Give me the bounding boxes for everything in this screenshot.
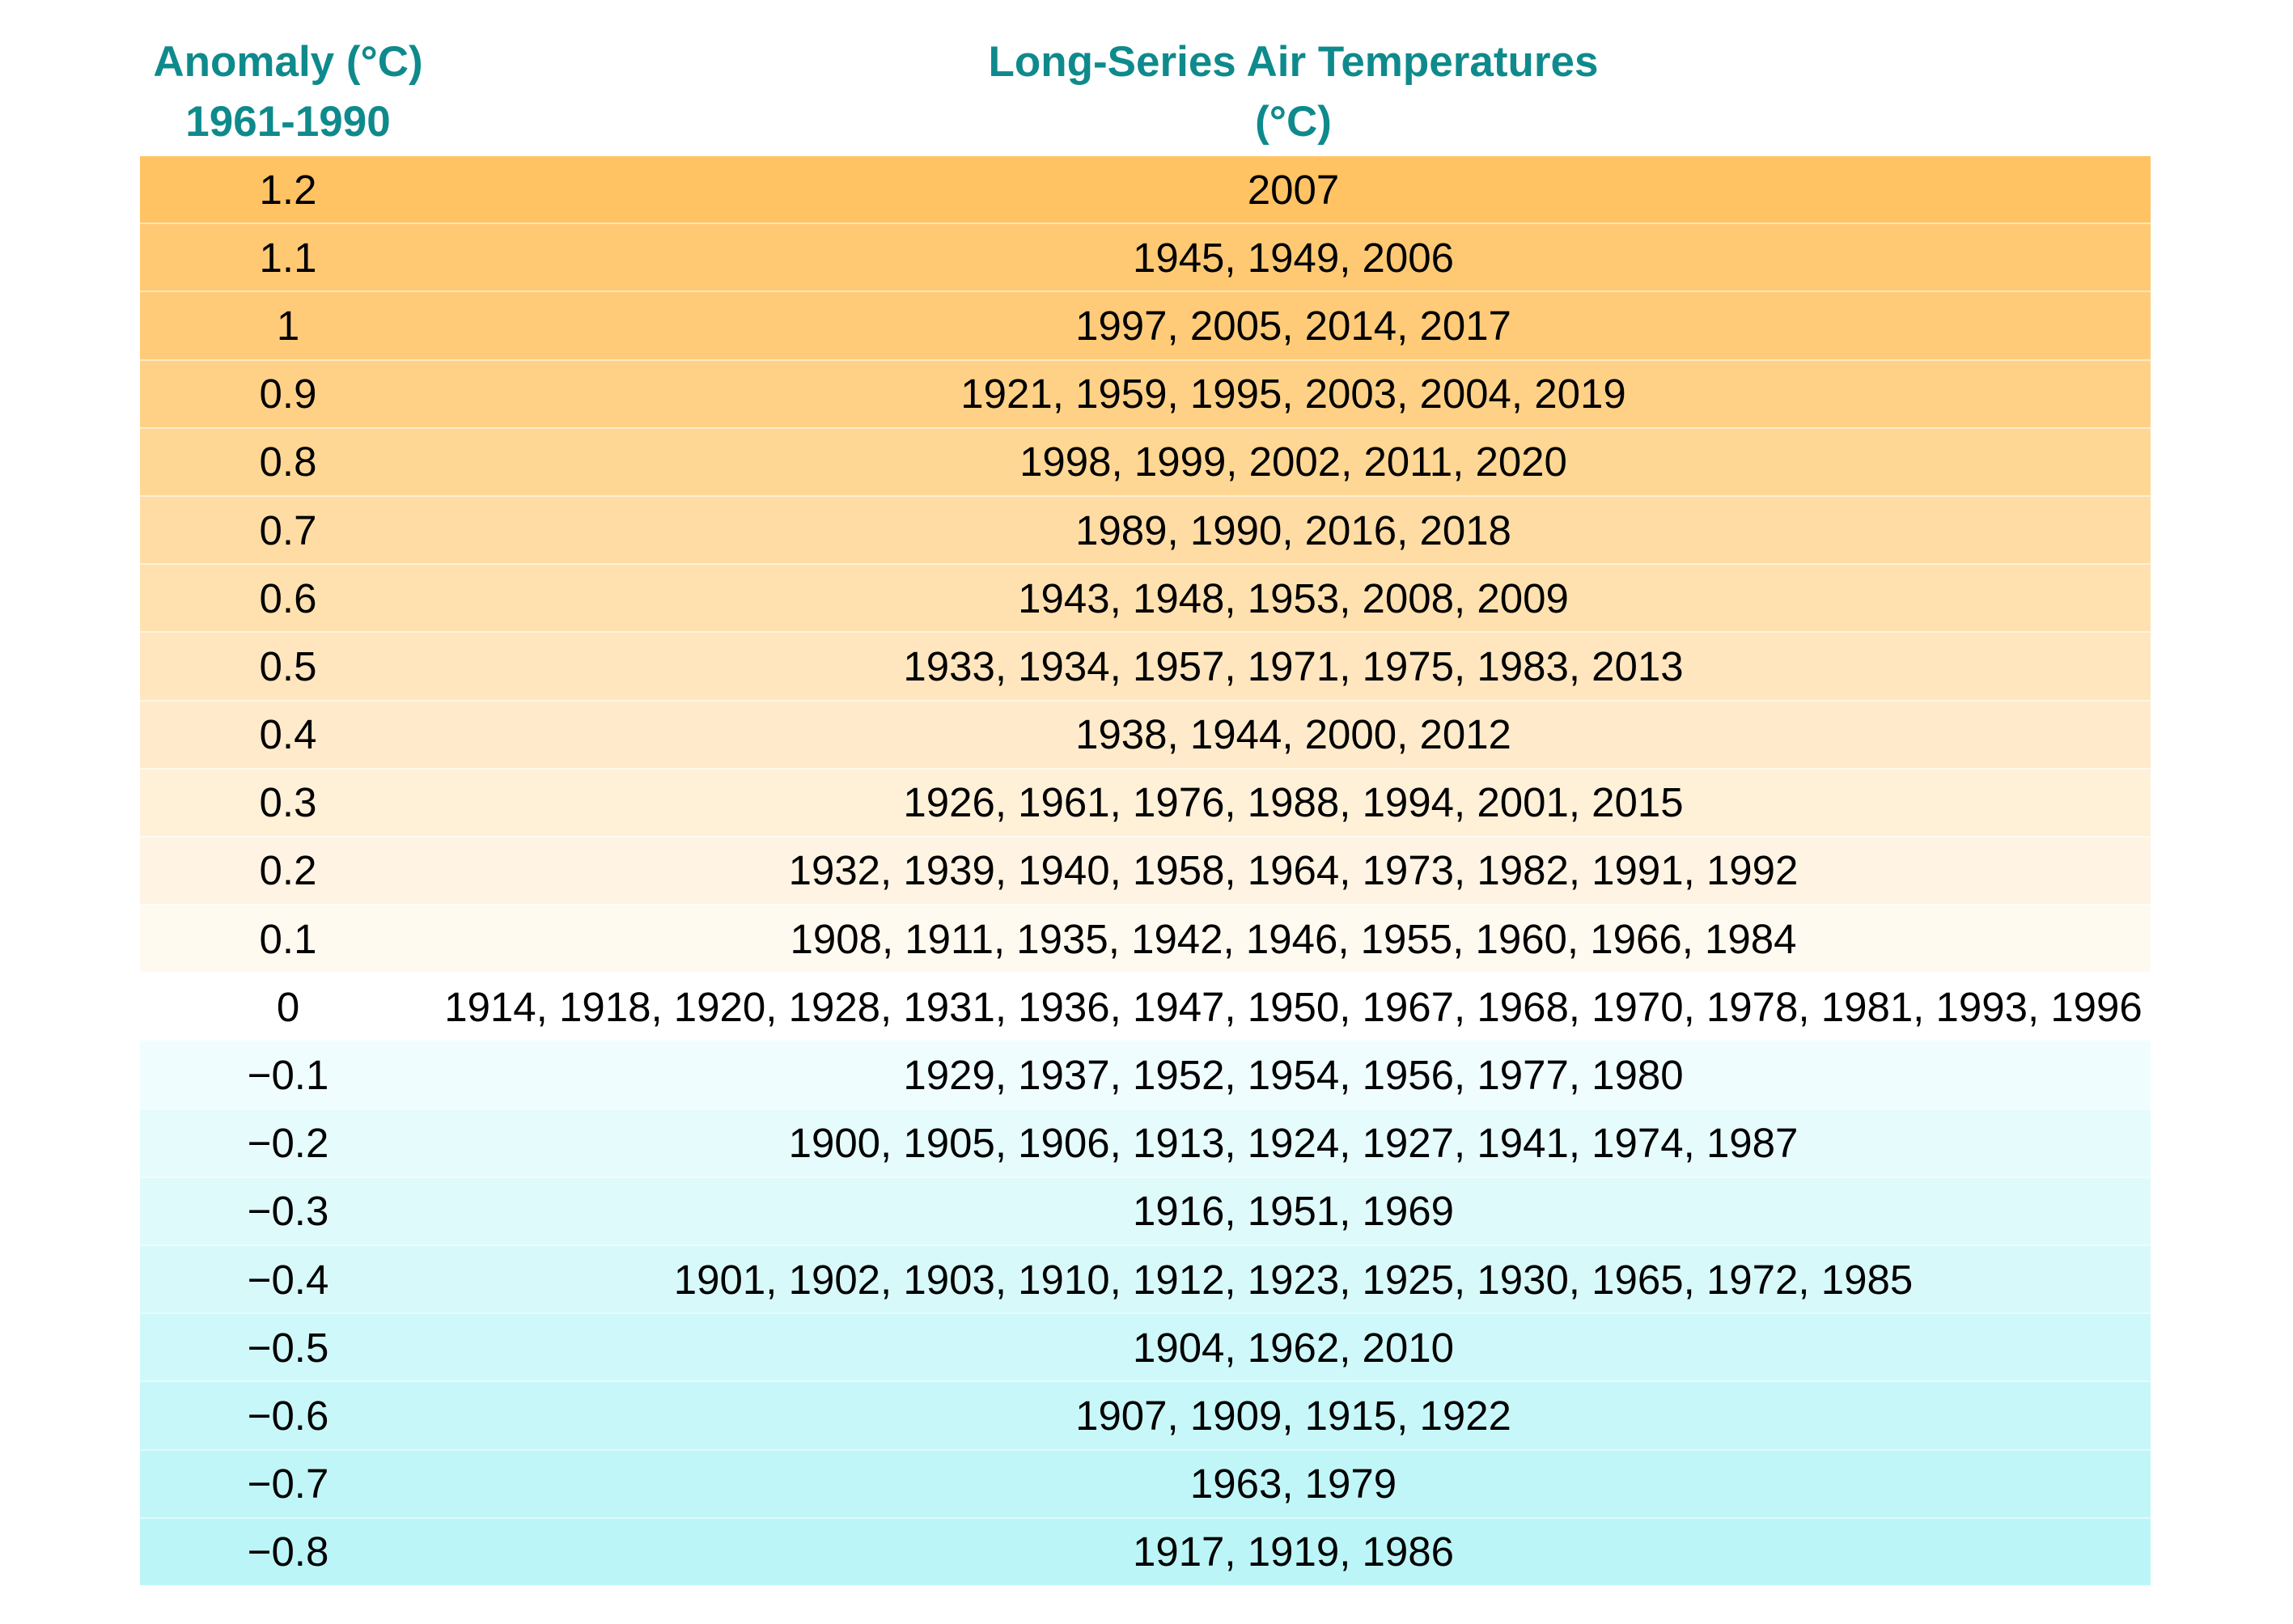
- table-header: Anomaly (°C) 1961-1990 Long-Series Air T…: [140, 32, 2151, 152]
- anomaly-value: −0.4: [247, 1256, 329, 1303]
- table-row: 0.7 1989, 1990, 2016, 2018: [140, 494, 2151, 564]
- table-row: 1 1997, 2005, 2014, 2017: [140, 290, 2151, 359]
- anomaly-value: −0.6: [247, 1392, 329, 1439]
- years-list: 1914, 1918, 1920, 1928, 1931, 1936, 1947…: [444, 983, 2143, 1030]
- years-list: 1997, 2005, 2014, 2017: [1075, 302, 1511, 349]
- table-row: 0.4 1938, 1944, 2000, 2012: [140, 699, 2151, 768]
- anomaly-value: −0.2: [247, 1120, 329, 1167]
- anomaly-value: 0.1: [259, 915, 317, 962]
- table-row: 0.2 1932, 1939, 1940, 1958, 1964, 1973, …: [140, 835, 2151, 905]
- anomaly-value: −0.5: [247, 1324, 329, 1371]
- table-row: 0.8 1998, 1999, 2002, 2011, 2020: [140, 426, 2151, 495]
- anomaly-value: 0.2: [259, 847, 317, 894]
- anomaly-value: 0.7: [259, 507, 317, 553]
- temps-header-unit: (°C): [1255, 98, 1332, 146]
- table-row: −0.2 1900, 1905, 1906, 1913, 1924, 1927,…: [140, 1108, 2151, 1177]
- temps-header-title: Long-Series Air Temperatures: [988, 38, 1599, 86]
- anomaly-value: 1.2: [259, 166, 317, 213]
- anomaly-value: −0.3: [247, 1188, 329, 1235]
- years-list: 1998, 1999, 2002, 2011, 2020: [1019, 439, 1567, 486]
- table-row: −0.3 1916, 1951, 1969: [140, 1176, 2151, 1245]
- table-row: −0.7 1963, 1979: [140, 1448, 2151, 1517]
- table-row: −0.1 1929, 1937, 1952, 1954, 1956, 1977,…: [140, 1040, 2151, 1109]
- years-list: 1943, 1948, 1953, 2008, 2009: [1018, 575, 1569, 621]
- anomaly-value: 0.9: [259, 371, 317, 418]
- years-list: 1901, 1902, 1903, 1910, 1912, 1923, 1925…: [673, 1256, 1914, 1303]
- anomaly-value: 0.8: [259, 439, 317, 486]
- years-list: 1929, 1937, 1952, 1954, 1956, 1977, 1980: [903, 1052, 1684, 1099]
- anomaly-value: 0.5: [259, 642, 317, 689]
- temperatures-column-header: Long-Series Air Temperatures (°C): [436, 32, 2151, 152]
- table-row: −0.6 1907, 1909, 1915, 1922: [140, 1380, 2151, 1449]
- years-list: 1932, 1939, 1940, 1958, 1964, 1973, 1982…: [788, 847, 1799, 894]
- years-list: 1945, 1949, 2006: [1132, 234, 1455, 281]
- anomaly-header-period: 1961-1990: [185, 98, 391, 146]
- table-row: −0.8 1917, 1919, 1986: [140, 1516, 2151, 1585]
- anomaly-value: −0.1: [247, 1052, 329, 1099]
- years-list: 1900, 1905, 1906, 1913, 1924, 1927, 1941…: [788, 1120, 1799, 1167]
- table-row: 0.6 1943, 1948, 1953, 2008, 2009: [140, 563, 2151, 632]
- years-list: 1933, 1934, 1957, 1971, 1975, 1983, 2013: [903, 642, 1684, 689]
- table-row: 1.1 1945, 1949, 2006: [140, 223, 2151, 291]
- anomaly-column-header: Anomaly (°C) 1961-1990: [140, 32, 436, 152]
- years-list: 1904, 1962, 2010: [1132, 1324, 1455, 1371]
- anomaly-value: 1: [276, 302, 300, 349]
- table-row: 0 1914, 1918, 1920, 1928, 1931, 1936, 19…: [140, 972, 2151, 1041]
- anomaly-value: 0.6: [259, 575, 317, 621]
- table-row: 1.2 2007: [140, 156, 2151, 223]
- years-list: 1908, 1911, 1935, 1942, 1946, 1955, 1960…: [790, 915, 1797, 962]
- table-row: 0.9 1921, 1959, 1995, 2003, 2004, 2019: [140, 358, 2151, 427]
- anomaly-header-title: Anomaly (°C): [153, 38, 423, 86]
- table-row: −0.5 1904, 1962, 2010: [140, 1312, 2151, 1381]
- table-row: 0.5 1933, 1934, 1957, 1971, 1975, 1983, …: [140, 631, 2151, 700]
- table-row: 0.1 1908, 1911, 1935, 1942, 1946, 1955, …: [140, 904, 2151, 973]
- anomaly-value: 0.4: [259, 711, 317, 758]
- years-list: 1926, 1961, 1976, 1988, 1994, 2001, 2015: [903, 779, 1684, 826]
- anomaly-year-table: 1.2 2007 1.1 1945, 1949, 2006 1 1997, 20…: [140, 156, 2151, 1585]
- anomaly-value: 0: [276, 983, 300, 1030]
- table-row: 0.3 1926, 1961, 1976, 1988, 1994, 2001, …: [140, 767, 2151, 836]
- years-list: 1938, 1944, 2000, 2012: [1075, 711, 1511, 758]
- years-list: 1917, 1919, 1986: [1132, 1529, 1455, 1575]
- years-list: 1921, 1959, 1995, 2003, 2004, 2019: [960, 371, 1626, 418]
- years-list: 1963, 1979: [1189, 1461, 1397, 1507]
- years-list: 1907, 1909, 1915, 1922: [1075, 1392, 1511, 1439]
- anomaly-value: 0.3: [259, 779, 317, 826]
- anomaly-value: 1.1: [259, 234, 317, 281]
- years-list: 1989, 1990, 2016, 2018: [1075, 507, 1511, 553]
- anomaly-value: −0.8: [247, 1529, 329, 1575]
- years-list: 2007: [1247, 166, 1340, 213]
- anomaly-value: −0.7: [247, 1461, 329, 1507]
- table-row: −0.4 1901, 1902, 1903, 1910, 1912, 1923,…: [140, 1245, 2151, 1313]
- years-list: 1916, 1951, 1969: [1132, 1188, 1455, 1235]
